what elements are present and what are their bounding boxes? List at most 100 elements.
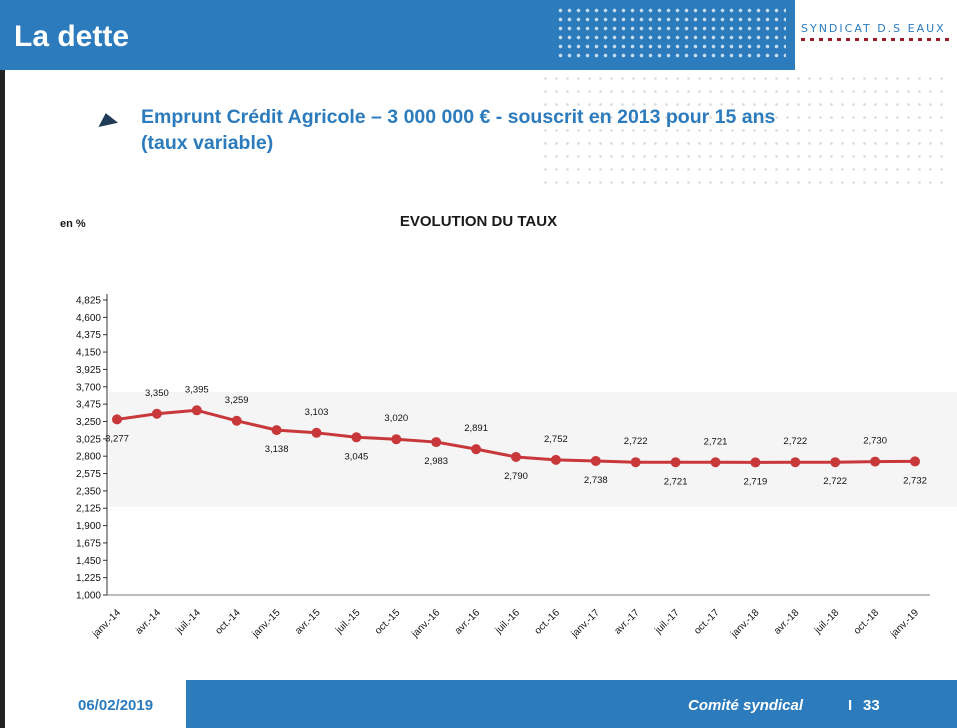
data-label: 3,350	[145, 388, 169, 399]
y-tick-label: 4,375	[76, 330, 101, 341]
x-tick-label: juil.-16	[493, 607, 523, 637]
y-tick-label: 1,900	[76, 521, 101, 532]
x-tick-label: janv.-16	[409, 607, 442, 640]
x-tick-label: avr.-18	[772, 607, 802, 637]
data-point	[550, 454, 561, 465]
data-label: 3,020	[384, 413, 408, 424]
y-tick-label: 3,025	[76, 434, 101, 445]
data-label: 2,721	[664, 476, 688, 487]
y-tick-label: 2,800	[76, 452, 101, 463]
data-label: 2,891	[464, 423, 488, 434]
data-label: 2,722	[823, 476, 847, 487]
logo-rule	[801, 38, 949, 41]
y-tick-label: 3,475	[76, 400, 101, 411]
footer-separator: I	[848, 697, 853, 714]
page-number: 33	[863, 697, 880, 714]
data-label: 2,752	[544, 434, 568, 445]
y-tick-label: 1,000	[76, 591, 101, 602]
data-label: 2,790	[504, 471, 528, 482]
background-pattern	[540, 72, 950, 192]
data-point	[391, 434, 402, 445]
data-point	[630, 457, 641, 468]
x-tick-label: janv.-15	[250, 607, 283, 640]
y-tick-label: 2,350	[76, 486, 101, 497]
data-point	[790, 457, 801, 468]
footer-label: Comité syndical	[688, 697, 804, 714]
x-tick-label: juil.-17	[652, 607, 682, 637]
data-label: 2,722	[624, 436, 648, 447]
data-label: 2,983	[424, 456, 448, 467]
data-point	[870, 456, 881, 467]
x-tick-label: oct.-16	[533, 607, 563, 637]
data-point	[710, 457, 721, 468]
footer-bar	[186, 680, 957, 728]
data-point	[191, 405, 202, 416]
x-tick-label: oct.-17	[692, 607, 722, 637]
data-label: 2,738	[584, 475, 608, 486]
series-band	[109, 391, 957, 507]
data-point	[351, 432, 362, 443]
data-point	[830, 457, 841, 468]
chart-unit-label: en %	[60, 218, 86, 230]
header-dot-pattern	[556, 6, 786, 62]
subtitle-line-2: (taux variable)	[141, 132, 274, 154]
loan-subtitle: Emprunt Crédit Agricole – 3 000 000 € - …	[141, 104, 881, 156]
subtitle-line-1: Emprunt Crédit Agricole – 3 000 000 € - …	[141, 106, 776, 128]
x-tick-label: oct.-15	[373, 607, 403, 637]
x-tick-label: janv.-19	[888, 607, 921, 640]
data-label: 3,103	[305, 407, 329, 418]
footer-date: 06/02/2019	[78, 697, 154, 714]
header-bar: La dette	[0, 0, 795, 70]
y-tick-label: 1,450	[76, 556, 101, 567]
data-point	[231, 415, 242, 426]
y-tick-label: 1,225	[76, 573, 101, 584]
x-tick-label: avr.-14	[134, 607, 164, 637]
y-tick-label: 3,700	[76, 382, 101, 393]
data-label: 3,395	[185, 384, 209, 395]
slide-title: La dette	[14, 20, 130, 53]
x-tick-label: avr.-17	[612, 607, 642, 637]
x-tick-label: janv.-14	[90, 607, 123, 640]
data-point	[670, 457, 681, 468]
x-tick-label: oct.-14	[213, 607, 243, 637]
y-tick-label: 4,825	[76, 296, 101, 307]
data-point	[431, 437, 442, 448]
data-label: 3,045	[345, 451, 369, 462]
data-label: 2,721	[704, 436, 728, 447]
data-point	[271, 425, 282, 436]
x-tick-label: avr.-15	[293, 607, 323, 637]
data-label: 2,732	[903, 475, 927, 486]
x-tick-label: juil.-18	[812, 607, 842, 637]
data-point	[511, 451, 521, 462]
data-label: 2,722	[783, 436, 807, 447]
chart-title: EVOLUTION DU TAUX	[399, 213, 558, 230]
y-tick-label: 2,125	[76, 504, 101, 515]
data-point	[750, 457, 761, 468]
y-tick-label: 3,250	[76, 417, 101, 428]
x-tick-label: janv.-17	[569, 607, 602, 640]
x-tick-label: avr.-16	[453, 607, 483, 637]
data-point	[590, 455, 601, 466]
data-point	[471, 444, 482, 455]
data-point	[151, 408, 162, 419]
data-label: 2,719	[744, 476, 768, 487]
data-label: 3,138	[265, 444, 289, 455]
slide-edge	[0, 70, 5, 728]
data-label: 2,730	[863, 436, 887, 447]
y-tick-label: 3,925	[76, 365, 101, 376]
data-label: 3,259	[225, 395, 249, 406]
x-tick-label: janv.-18	[728, 607, 761, 640]
logo-text: SYNDICAT D.S EAUX	[801, 22, 946, 35]
y-tick-label: 4,600	[76, 313, 101, 324]
x-tick-label: juil.-14	[174, 607, 204, 637]
data-point	[112, 414, 122, 425]
logo: SYNDICAT D.S EAUX	[795, 0, 957, 70]
data-point	[910, 456, 920, 467]
x-tick-label: oct.-18	[852, 607, 882, 637]
data-label: 3,277	[105, 433, 129, 444]
y-tick-label: 4,150	[76, 348, 101, 359]
x-tick-label: juil.-15	[333, 607, 363, 637]
y-tick-label: 1,675	[76, 538, 101, 549]
data-point	[311, 427, 322, 438]
